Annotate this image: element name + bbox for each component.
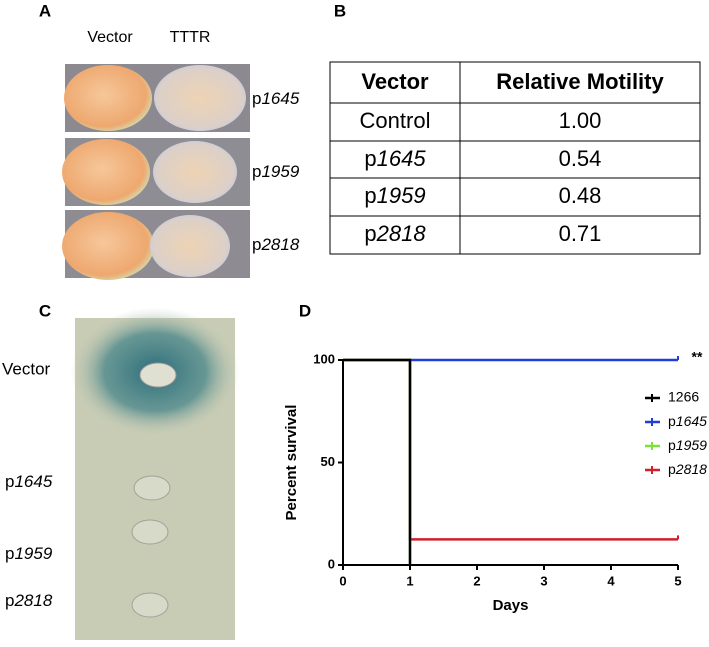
table-cell: p2818: [364, 221, 426, 246]
annotation: **: [692, 349, 703, 365]
column-label: Vector: [87, 29, 133, 46]
survival-line: [343, 358, 678, 541]
row-label: p2818: [5, 591, 53, 610]
x-tick-label: 4: [607, 573, 615, 588]
table-grid: [329, 61, 701, 255]
panel-label: D: [299, 301, 311, 320]
table-header: Relative Motility: [496, 69, 664, 94]
table-cell: p1645: [364, 146, 426, 171]
y-tick-label: 100: [313, 351, 335, 366]
legend-label: p1959: [668, 437, 707, 453]
survival-line: [343, 358, 412, 565]
panel-label: C: [39, 301, 51, 320]
x-axis-title: Days: [493, 597, 529, 614]
row-label: p1645: [252, 89, 300, 108]
row-label: p1645: [5, 472, 53, 491]
legend-label: p2818: [668, 461, 707, 477]
y-axis-title: Percent survival: [283, 405, 300, 521]
plate-photos: [62, 64, 250, 280]
table-cell: 0.54: [559, 146, 602, 171]
table-cell: 0.48: [559, 183, 602, 208]
row-label: p1959: [5, 544, 53, 563]
x-tick-label: 1: [406, 573, 413, 588]
x-tick-label: 3: [540, 573, 547, 588]
y-tick-label: 50: [321, 454, 335, 469]
column-label: TTTR: [170, 29, 211, 46]
motility-plate: [70, 307, 240, 640]
table-cell: Control: [360, 108, 431, 133]
y-tick-label: 0: [328, 556, 335, 571]
x-tick-label: 5: [674, 573, 681, 588]
panel-label: B: [334, 1, 346, 20]
table-cell: 0.71: [559, 221, 602, 246]
row-label: Vector: [2, 359, 51, 378]
panel-label: A: [39, 1, 51, 20]
x-tick-label: 2: [473, 573, 480, 588]
survival-line: [343, 358, 412, 565]
legend-label: 1266: [668, 389, 699, 405]
row-label: p2818: [252, 235, 300, 254]
legend-label: p1645: [668, 413, 707, 429]
table-header: Vector: [361, 69, 429, 94]
table-cell: p1959: [364, 183, 425, 208]
row-label: p1959: [252, 162, 300, 181]
table-cell: 1.00: [559, 108, 602, 133]
x-tick-label: 0: [339, 573, 346, 588]
